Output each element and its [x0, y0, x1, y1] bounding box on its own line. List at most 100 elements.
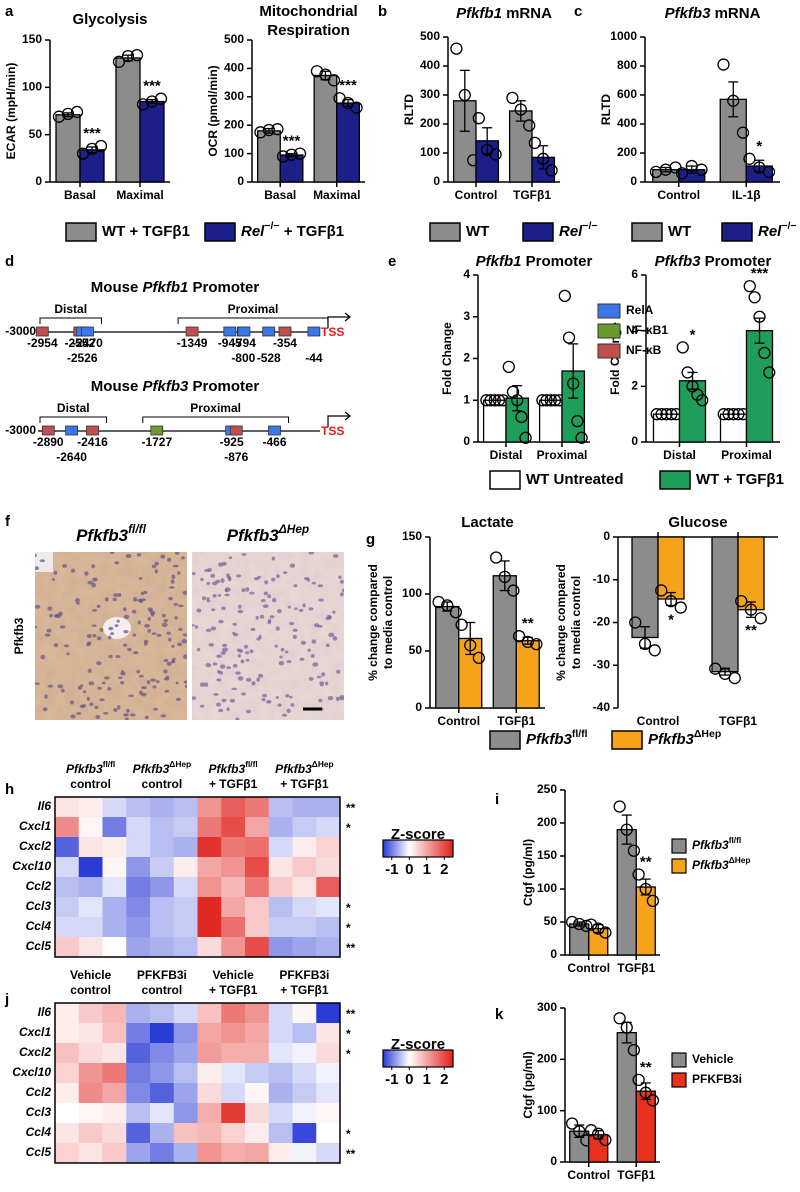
- heatmap-cell: [245, 1083, 270, 1104]
- nucleus: [108, 626, 114, 631]
- nucleus: [317, 584, 324, 588]
- heatmap-cell: [268, 877, 293, 898]
- x-tick-label: IL-1β: [732, 188, 761, 202]
- colorbar-step: [432, 840, 434, 857]
- group-label-part: Pfkfb3: [133, 762, 170, 776]
- heatmap-cell: [268, 1083, 293, 1104]
- site-label: -354: [273, 336, 297, 350]
- bar: [631, 536, 659, 639]
- nucleus: [249, 649, 254, 654]
- colorbar-step: [420, 840, 422, 857]
- legend-label-part: Pfkfb3: [526, 731, 573, 748]
- group-label-part: + TGFβ1: [209, 777, 258, 791]
- heatmap-cell: [78, 1043, 103, 1064]
- data-point: [506, 91, 519, 105]
- heatmap-cell: [126, 1123, 151, 1144]
- heatmap-cell: [126, 897, 151, 918]
- legend-swatch: [721, 222, 753, 242]
- nucleus: [220, 651, 226, 655]
- heatmap-cell: [55, 1043, 80, 1064]
- heatmap-cell: [268, 1023, 293, 1044]
- nucleus: [161, 613, 166, 618]
- data-point: [650, 408, 663, 421]
- data-point: [536, 394, 549, 407]
- data-point: [136, 98, 150, 111]
- nucleus: [115, 655, 121, 658]
- data-point: [558, 289, 571, 303]
- micrograph: [35, 552, 187, 720]
- nucleus: [336, 669, 341, 674]
- nucleus: [113, 593, 119, 597]
- image-label-part: Pfkfb3: [76, 526, 129, 545]
- nucleus: [182, 654, 187, 660]
- nucleus: [281, 713, 288, 717]
- y-tick-label: 400: [420, 58, 440, 72]
- y-tick-label: 3: [463, 309, 470, 323]
- heatmap-cell: [197, 1103, 222, 1124]
- data-point: [319, 68, 332, 81]
- legend-label-part: fl/fl: [729, 835, 742, 845]
- nucleus: [206, 599, 211, 603]
- nucleus: [324, 681, 329, 686]
- data-point: [293, 147, 307, 160]
- site-label: -466: [262, 435, 286, 449]
- colorbar-step: [428, 840, 430, 857]
- nucleus: [113, 708, 118, 712]
- nucleus: [288, 621, 295, 626]
- colorbar-step: [438, 1050, 440, 1067]
- group-label: Pfkfb3ΔHep + TGFβ1: [275, 759, 334, 791]
- data-point: [310, 65, 324, 78]
- nucleus: [275, 696, 280, 699]
- nucleus: [276, 574, 280, 579]
- y-tick-label: 100: [537, 881, 557, 895]
- nucleus: [192, 624, 195, 627]
- significance: ***: [339, 77, 357, 94]
- data-point: [85, 142, 99, 156]
- nucleus: [293, 584, 298, 588]
- nucleus: [99, 627, 104, 632]
- colorbar-step: [399, 840, 401, 857]
- heatmap-cell: [292, 817, 317, 838]
- nucleus: [246, 709, 252, 714]
- nucleus: [225, 666, 232, 670]
- heatmap-cell: [78, 1083, 103, 1104]
- heatmap-cell: [55, 1023, 80, 1044]
- micrograph: [192, 552, 344, 720]
- row-label: Cxcl2: [19, 839, 51, 853]
- panel-letter: b: [378, 3, 387, 20]
- colorbar-step: [389, 1050, 391, 1067]
- heatmap-cell: [316, 1063, 341, 1084]
- data-point: [573, 1125, 586, 1138]
- nucleus: [125, 553, 132, 559]
- legend-label: Pfkfb3fl/fl: [692, 835, 741, 852]
- data-point: [567, 377, 580, 390]
- heatmap-cell: [245, 1103, 270, 1124]
- colorbar-step: [408, 1050, 410, 1067]
- binding-site: [81, 326, 94, 337]
- data-point: [632, 1073, 645, 1087]
- nucleus: [152, 685, 157, 689]
- nucleus: [206, 597, 210, 601]
- group-label: Pfkfb3fl/fl + TGFβ1: [209, 759, 258, 791]
- nucleus: [321, 672, 326, 677]
- nucleus: [238, 604, 242, 609]
- colorbar-step: [415, 1050, 417, 1067]
- nucleus: [282, 571, 288, 574]
- chart-title-part: Pfkfb1: [456, 5, 502, 22]
- colorbar-step: [422, 840, 424, 857]
- data-point: [94, 139, 108, 153]
- data-point: [743, 152, 756, 165]
- nucleus: [114, 561, 120, 565]
- nucleus: [290, 703, 295, 707]
- legend-label-part: + TGFβ1: [280, 223, 345, 240]
- heatmap-cell: [245, 1123, 270, 1144]
- heatmap-cell: [55, 1083, 80, 1104]
- nucleus: [154, 569, 158, 574]
- y-axis-label: OCR (pmol/min): [206, 65, 220, 156]
- group-label: Pfkfb3ΔHep control: [133, 759, 192, 791]
- nucleus: [338, 697, 344, 701]
- colorbar-step: [436, 1050, 438, 1067]
- data-point: [121, 49, 135, 63]
- data-point: [695, 163, 708, 176]
- row-label: Ccl2: [26, 1085, 52, 1099]
